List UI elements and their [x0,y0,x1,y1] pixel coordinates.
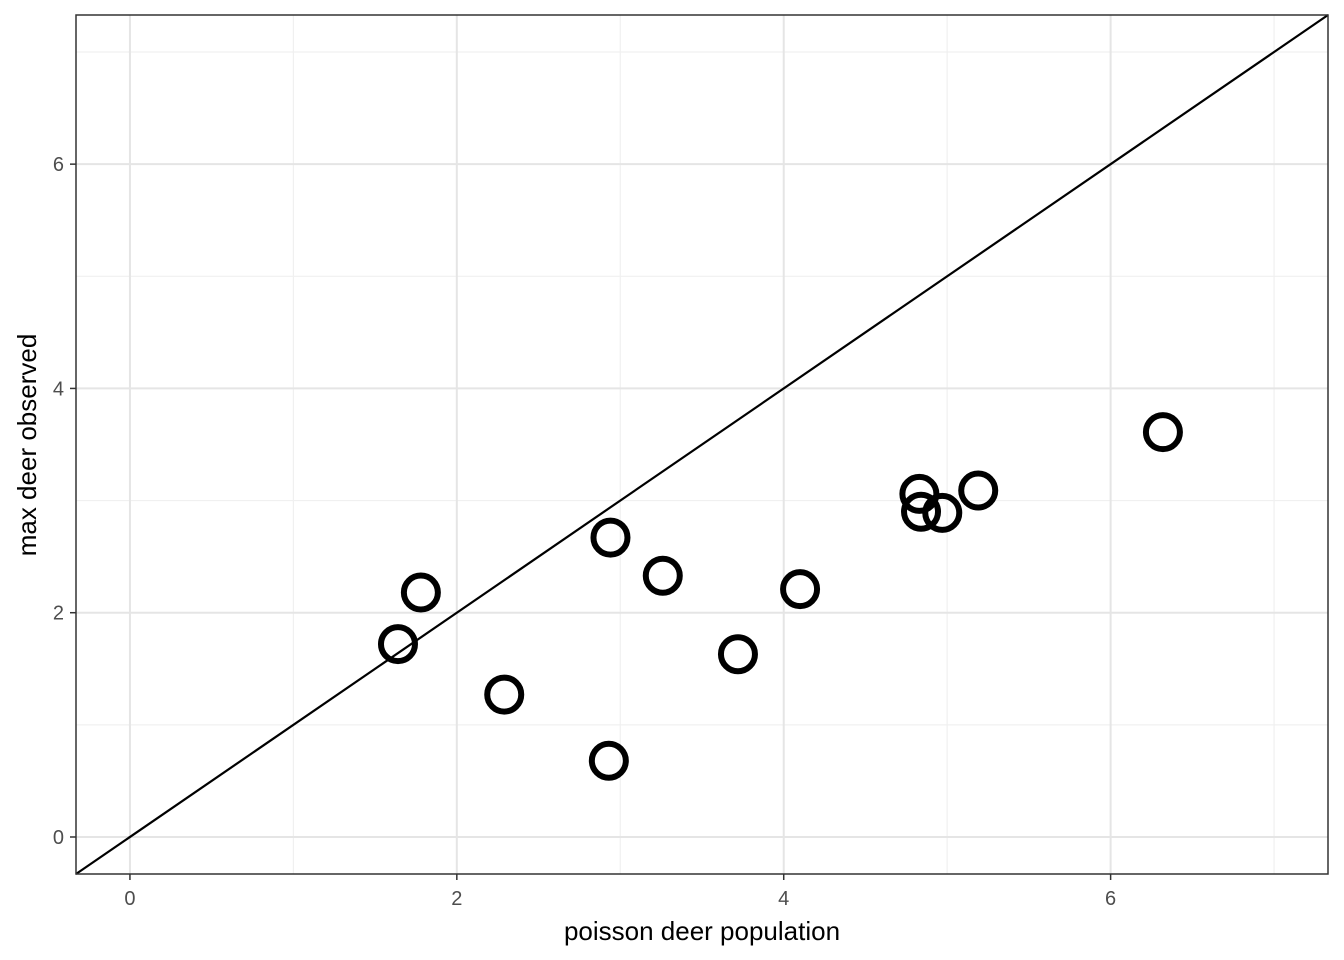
data-point [1142,412,1183,453]
panel-border [75,14,1329,875]
data-point [922,492,963,533]
data-point [642,555,683,596]
reference-line-layer [75,14,1329,875]
data-point [901,491,942,532]
y-tick-label: 0 [53,827,64,849]
x-tick-label: 6 [1105,888,1116,910]
y-axis-title: max deer observed [12,334,42,557]
data-point [590,517,631,558]
axis-ticks [70,163,1112,880]
x-axis-title: poisson deer population [564,916,840,946]
data-point [377,624,418,665]
data-point [717,634,758,675]
points-layer [377,412,1183,781]
x-tick-label: 4 [778,888,789,910]
y-tick-label: 6 [53,154,64,176]
x-tick-label: 0 [124,888,135,910]
data-point [958,470,999,511]
grid [76,15,1328,874]
data-point [588,740,629,781]
y-tick-label: 4 [53,378,64,400]
axis-tick-labels: 0 2 4 6 0 2 4 6 [53,154,1116,910]
data-point [484,674,525,715]
data-point [780,569,821,610]
x-tick-label: 2 [451,888,462,910]
reference-line [75,14,1329,875]
data-point [400,572,441,613]
y-tick-label: 2 [53,603,64,625]
